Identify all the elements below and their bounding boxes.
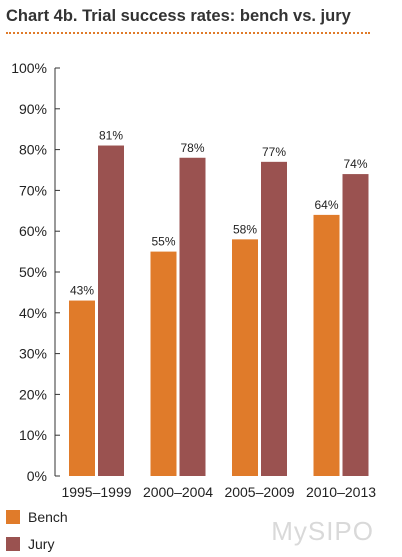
bar-bench (150, 251, 177, 476)
y-tick-label: 10% (19, 427, 47, 443)
bar-jury (98, 145, 124, 476)
x-category-label: 1995–1999 (61, 484, 131, 500)
bar-jury (179, 157, 206, 476)
legend-swatch-jury (6, 537, 20, 551)
data-label-jury: 81% (99, 129, 123, 143)
y-tick-label: 100% (11, 60, 47, 76)
legend-item-jury: Jury (6, 536, 54, 552)
bar-bench (313, 214, 340, 476)
data-label-jury: 74% (343, 157, 367, 171)
bar-jury (342, 174, 369, 476)
y-tick-label: 0% (27, 468, 47, 484)
data-label-jury: 78% (180, 141, 204, 155)
bar-chart: 0% 10% 20% 30% 40% 50% 60% 70% 80% 90% 100% 43% 81% 1… (11, 60, 376, 500)
y-tick-label: 60% (19, 223, 47, 239)
bar-bench (232, 239, 258, 476)
bar-bench (69, 300, 95, 476)
y-tick-label: 30% (19, 346, 47, 362)
bar-jury (261, 161, 287, 476)
y-tick-label: 20% (19, 386, 47, 402)
data-label-bench: 43% (70, 284, 94, 298)
data-label-bench: 58% (233, 222, 257, 236)
data-label-bench: 55% (151, 235, 175, 249)
x-category-label: 2005–2009 (224, 484, 294, 500)
y-tick-label: 70% (19, 182, 47, 198)
data-label-bench: 64% (314, 198, 338, 212)
y-tick-label: 90% (19, 101, 47, 117)
chart-title: Chart 4b. Trial success rates: bench vs.… (6, 7, 351, 25)
title-underline (6, 32, 370, 34)
legend-swatch-bench (6, 510, 20, 524)
legend-label-bench: Bench (28, 509, 68, 525)
data-label-jury: 77% (262, 145, 286, 159)
legend-item-bench: Bench (6, 509, 68, 525)
legend-label-jury: Jury (28, 536, 55, 552)
x-category-label: 2010–2013 (306, 484, 376, 500)
watermark: MySIPO (271, 516, 374, 546)
y-tick-label: 50% (19, 264, 47, 280)
y-tick-label: 40% (19, 305, 47, 321)
x-category-label: 2000–2004 (143, 484, 213, 500)
y-tick-label: 80% (19, 142, 47, 158)
